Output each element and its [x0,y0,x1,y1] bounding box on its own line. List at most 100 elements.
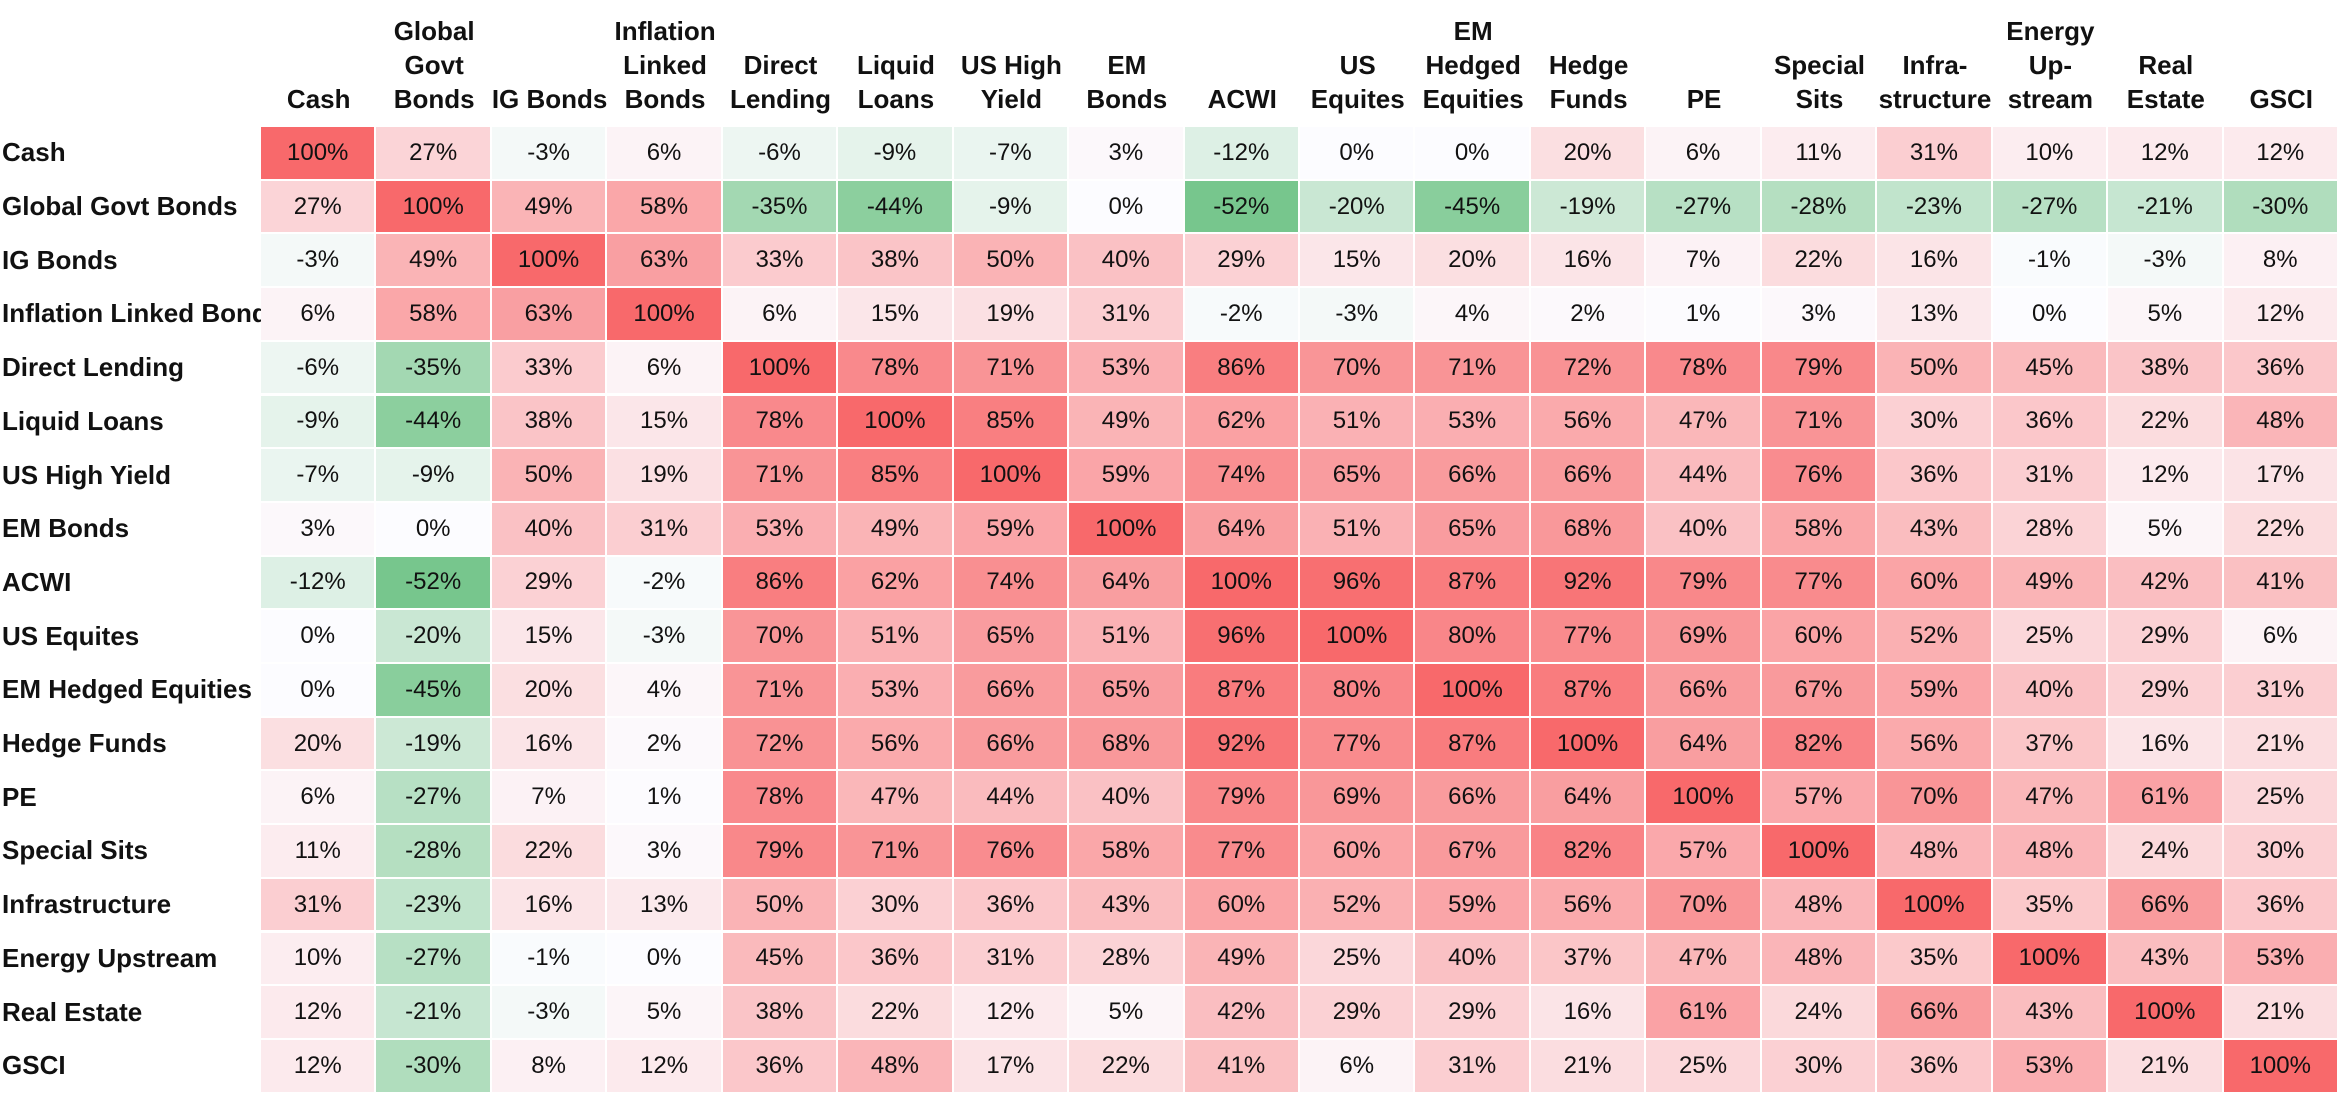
column-header-line: ACWI [1207,84,1277,114]
heatmap-cell: 6% [2223,610,2337,662]
heatmap-cell: 36% [722,1039,837,1092]
column-header: GSCI [2224,0,2339,116]
heatmap-cell: 43% [2108,932,2222,985]
heatmap-cell: 0% [1069,180,1183,233]
heatmap-cell: 100% [1992,932,2107,985]
heatmap-cell: 25% [2223,771,2337,824]
heatmap-cell: 67% [1415,825,1529,877]
heatmap-cell: 61% [1646,986,1760,1038]
row-header: Special Sits [2,835,148,866]
heatmap-cell: 52% [1300,878,1414,931]
heatmap-cell: 48% [1761,878,1876,931]
heatmap-cell: 96% [1184,610,1298,662]
heatmap-cell: 6% [1646,127,1760,179]
heatmap-cell: -3% [491,986,606,1038]
heatmap-cell: 77% [1530,610,1645,662]
heatmap-cell: 50% [722,878,837,931]
heatmap-cell: 6% [607,127,721,179]
heatmap-cell: 38% [2108,341,2222,394]
heatmap-cell: 12% [2108,449,2222,501]
heatmap-cell: -27% [376,932,490,985]
heatmap-cell: 30% [838,878,952,931]
heatmap-cell: 71% [953,341,1068,394]
heatmap-cell: -3% [607,610,721,662]
heatmap-cell: 6% [261,288,375,340]
heatmap-cell: 70% [1646,878,1760,931]
heatmap-cell: 20% [1530,127,1645,179]
column-header: Direct Lending [723,0,838,116]
heatmap-cell: 5% [607,986,721,1038]
heatmap-cell: 12% [2223,288,2337,340]
heatmap-cell: 22% [1069,1039,1183,1092]
heatmap-cell: 31% [1992,449,2107,501]
heatmap-cell: 35% [1992,878,2107,931]
column-header-line: Sits [1795,84,1844,114]
heatmap-cell: -30% [2223,180,2337,233]
heatmap-cell: 50% [953,234,1068,287]
heatmap-cell: 66% [1415,449,1529,501]
heatmap-cell: 86% [1184,341,1298,394]
heatmap-cell: 79% [722,825,837,877]
heatmap-cell: 61% [2108,771,2222,824]
heatmap-cell: 51% [1300,502,1414,555]
column-header-line: Loans [857,84,935,114]
heatmap-cell: 65% [1300,449,1414,501]
heatmap-cell: -3% [261,234,375,287]
column-header-line: Equites [1310,84,1405,114]
heatmap-cell: 29% [1184,234,1298,287]
heatmap-cell: 31% [1415,1039,1529,1092]
heatmap-cell: 3% [261,502,375,555]
heatmap-cell: -28% [376,825,490,877]
column-header-line: Bonds [624,84,706,114]
heatmap-cell: 62% [838,556,952,609]
heatmap-cell: 71% [1415,341,1529,394]
heatmap-cell: 77% [1761,556,1876,609]
heatmap-cell: 100% [1184,556,1298,609]
heatmap-cell: 29% [1415,986,1529,1038]
heatmap-cell: 16% [491,717,606,770]
heatmap-cell: 2% [1530,288,1645,340]
heatmap-cell: 36% [1877,1039,1991,1092]
heatmap-cell: 59% [1877,664,1991,716]
heatmap-cell: -30% [376,1039,490,1092]
heatmap-cell: -3% [2108,234,2222,287]
column-header-line: US High [960,50,1062,80]
heatmap-cell: 24% [1761,986,1876,1038]
heatmap-cell: 72% [1530,341,1645,394]
heatmap-cell: 8% [491,1039,606,1092]
heatmap-cell: 60% [1300,825,1414,877]
heatmap-cell: -35% [376,341,490,394]
heatmap-cell: 22% [838,986,952,1038]
heatmap-cell: 36% [2223,341,2337,394]
heatmap-cell: 100% [1300,610,1414,662]
heatmap-cell: -3% [1300,288,1414,340]
heatmap-cell: 48% [1761,932,1876,985]
heatmap-cell: -3% [491,127,606,179]
heatmap-cell: 16% [2108,717,2222,770]
heatmap-cell: 65% [1415,502,1529,555]
heatmap-cell: 25% [1300,932,1414,985]
heatmap-cell: 45% [1992,341,2107,394]
heatmap-cell: 71% [722,449,837,501]
heatmap-cell: 62% [1184,395,1298,448]
heatmap-cell: 87% [1530,664,1645,716]
column-header-line: EM [1453,16,1493,46]
heatmap-cell: 100% [376,180,490,233]
heatmap-cell: 0% [1992,288,2107,340]
heatmap-cell: 47% [1992,771,2107,824]
heatmap-cell: 40% [1069,234,1183,287]
column-header: IG Bonds [492,0,608,116]
heatmap-cell: 42% [1184,986,1298,1038]
heatmap-cell: 33% [722,234,837,287]
heatmap-cell: 36% [1877,449,1991,501]
heatmap-cell: 29% [2108,610,2222,662]
heatmap-cell: -45% [376,664,490,716]
heatmap-cell: 38% [491,395,606,448]
heatmap-cell: 21% [2223,986,2337,1038]
heatmap-cell: 66% [1646,664,1760,716]
column-header-line: EM [1107,50,1147,80]
column-header-line: Energy [2006,16,2095,46]
heatmap-cell: 63% [491,288,606,340]
heatmap-cell: 42% [2108,556,2222,609]
heatmap-cell: 22% [491,825,606,877]
